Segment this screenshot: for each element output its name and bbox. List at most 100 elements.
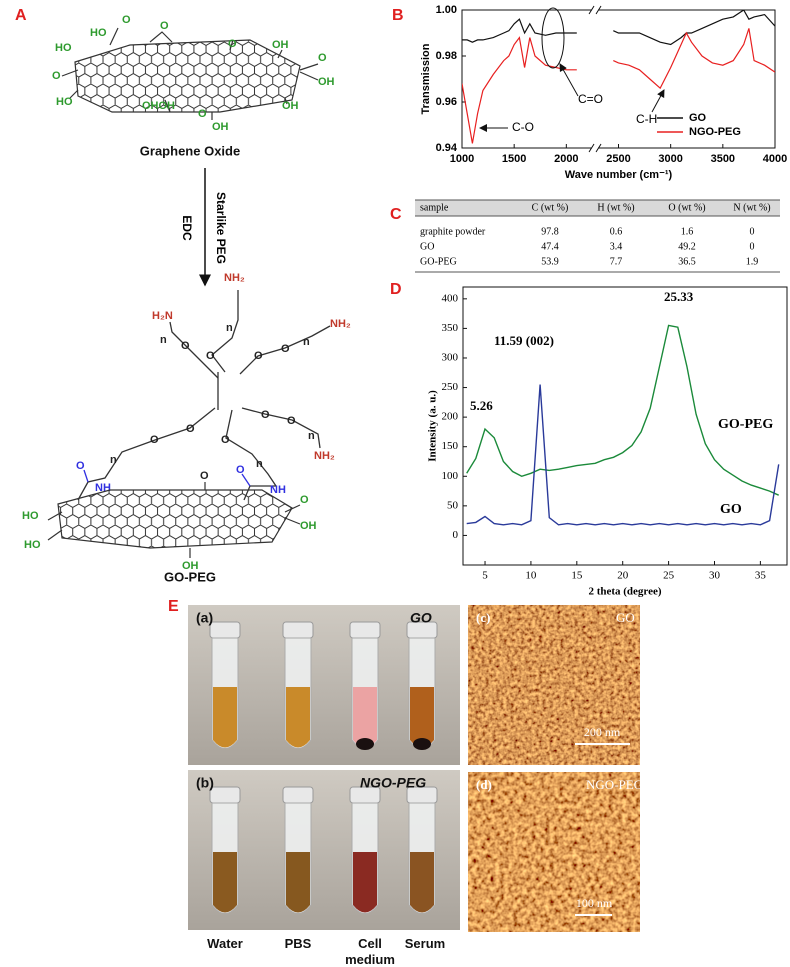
x-tick-label: 15 — [571, 570, 583, 582]
vial-pellet — [413, 738, 431, 750]
x-axis-label: 2 theta (degree) — [588, 586, 661, 598]
axis-break-gap — [592, 144, 599, 152]
table-header: sample — [420, 202, 449, 213]
panel-label: E — [168, 598, 179, 615]
group-label: n — [226, 322, 233, 334]
structure-caption: GO-PEG — [164, 569, 216, 584]
table-cell: GO-PEG — [420, 256, 457, 267]
composition-table — [415, 199, 780, 273]
group-label: O — [181, 340, 190, 352]
group-label: OH — [272, 39, 289, 51]
x-tick-label: 1000 — [450, 153, 474, 165]
group-label: O — [198, 108, 207, 120]
x-tick-label: 1500 — [502, 153, 526, 165]
medium-label: Serum — [404, 936, 446, 951]
group-label: O — [76, 460, 85, 472]
table-cell: 0 — [750, 241, 755, 252]
legend-label: NGO-PEG — [689, 126, 741, 138]
group-label: O — [261, 409, 270, 421]
x-tick-label: 3000 — [658, 153, 682, 165]
vial-liquid — [410, 852, 434, 913]
y-tick-label: 150 — [442, 440, 459, 452]
photo-title: GO — [410, 610, 432, 626]
photo-label: (b) — [196, 775, 214, 791]
vial-cap — [282, 621, 314, 639]
series-label: GO-PEG — [718, 417, 773, 432]
group-label: O — [206, 350, 215, 362]
scale-label: 100 nm — [576, 896, 613, 910]
group-label: NH₂ — [224, 272, 245, 284]
table-header: O (wt %) — [668, 202, 705, 213]
annotation-arrow — [651, 89, 665, 113]
group-label: NH — [270, 484, 286, 496]
medium-label: Water — [207, 936, 243, 951]
axis-break-gap — [592, 6, 599, 14]
group-label: O — [318, 52, 327, 64]
y-tick-label: 0.96 — [436, 96, 457, 108]
annotation-arrow — [559, 63, 579, 97]
group-label: OH — [300, 520, 317, 532]
x-tick-label: 30 — [709, 570, 721, 582]
table-cell: 1.9 — [746, 256, 759, 267]
vial-liquid — [213, 687, 237, 748]
reagent: EDC — [180, 215, 194, 241]
group-label: NH₂ — [330, 318, 351, 330]
y-tick-label: 300 — [442, 352, 459, 364]
y-axis-label: Intensity (a. u.) — [427, 390, 439, 462]
series-line — [462, 10, 775, 46]
group-label: NH₂ — [314, 450, 335, 462]
group-label: O — [300, 494, 309, 506]
group-label: OH — [318, 76, 335, 88]
table-cell: 36.5 — [678, 256, 696, 267]
graphene-oxide-structure — [61, 27, 319, 120]
afm-title: GO — [616, 610, 635, 625]
group-label: HO — [90, 27, 107, 39]
y-tick-label: 400 — [442, 292, 459, 304]
group-label: n — [303, 336, 310, 348]
table-header: N (wt %) — [733, 202, 770, 213]
x-tick-label: 2500 — [606, 153, 630, 165]
y-tick-label: 0 — [453, 529, 459, 541]
y-tick-label: 0.98 — [436, 50, 457, 62]
photo-title: NGO-PEG — [360, 775, 426, 791]
group-label: O — [122, 14, 131, 26]
y-tick-label: 200 — [442, 411, 459, 423]
plot-frame — [461, 9, 776, 149]
vial-cap — [209, 621, 241, 639]
x-tick-label: 2000 — [554, 153, 578, 165]
vial-cap — [282, 786, 314, 804]
panel-label: D — [390, 281, 402, 298]
table-cell: 1.6 — [681, 226, 694, 237]
table-cell: 97.8 — [541, 226, 559, 237]
group-label: O — [150, 434, 159, 446]
group-label: O — [221, 434, 230, 446]
x-tick-label: 5 — [482, 570, 488, 582]
table-cell: 0.6 — [610, 226, 623, 237]
table-cell: 3.4 — [610, 241, 623, 252]
annotation: C=O — [578, 92, 603, 106]
afm-title: NGO-PEG — [586, 777, 643, 792]
peg-chains — [77, 290, 331, 501]
annotation: 5.26 — [470, 398, 493, 413]
group-label: n — [110, 454, 117, 466]
table-cell: 7.7 — [610, 256, 623, 267]
vials — [209, 621, 438, 914]
y-tick-label: 350 — [442, 322, 459, 334]
structure-caption: Graphene Oxide — [140, 143, 240, 158]
panel-label: C — [390, 206, 402, 223]
group-label: OH — [182, 560, 199, 572]
table-cell: 47.4 — [541, 241, 559, 252]
vial-pellet — [356, 738, 374, 750]
series-line — [466, 324, 779, 496]
group-label: O — [236, 464, 245, 476]
vial-liquid — [353, 852, 377, 913]
photo-label: (a) — [196, 610, 213, 626]
y-tick-label: 50 — [447, 499, 459, 511]
y-tick-label: 100 — [442, 470, 459, 482]
x-tick-label: 4000 — [763, 153, 787, 165]
vial-cap — [349, 621, 381, 639]
afm-image — [468, 605, 640, 765]
vial-liquid — [286, 687, 310, 748]
annotation: C-O — [512, 120, 534, 134]
group-label: O — [186, 423, 195, 435]
